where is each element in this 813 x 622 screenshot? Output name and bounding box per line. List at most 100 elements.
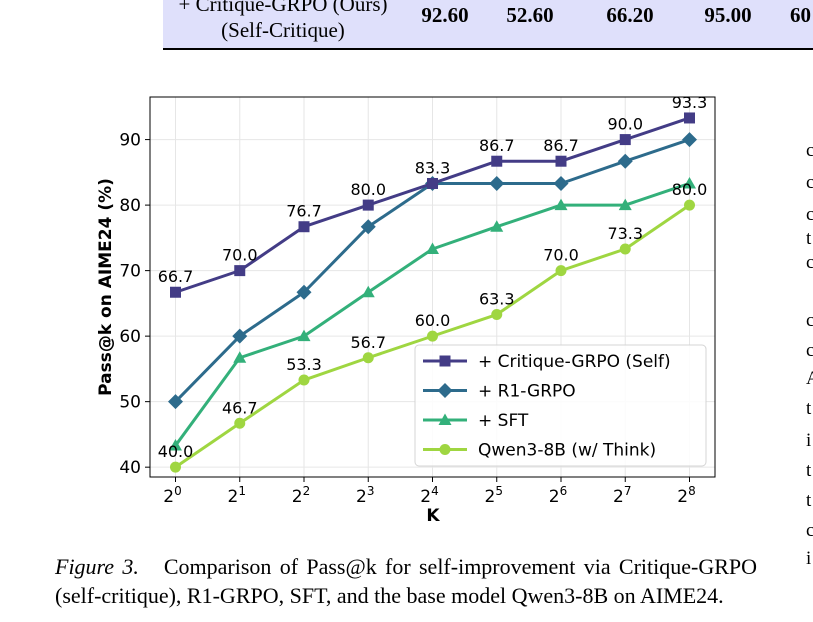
data-point	[362, 199, 374, 211]
x-tick-label: 24	[420, 484, 438, 507]
data-label: 66.7	[158, 267, 194, 286]
side-fragment-char: c	[806, 204, 813, 225]
table-cell: 60	[790, 3, 811, 27]
table-cell: 95.00	[704, 3, 752, 27]
data-point	[684, 199, 695, 211]
legend-box	[414, 344, 707, 467]
data-label: 70.0	[543, 246, 579, 265]
side-fragment-char: c	[806, 140, 813, 161]
series-square	[170, 112, 695, 298]
y-tick-label: 40	[119, 458, 141, 478]
data-label: 80.0	[672, 180, 708, 199]
data-point	[297, 329, 311, 342]
data-point	[296, 284, 312, 300]
data-point	[619, 243, 631, 255]
x-tick-label: 27	[613, 484, 631, 507]
caption-label: Figure 3.	[55, 554, 139, 579]
data-label: 76.7	[286, 202, 322, 221]
data-point	[554, 198, 568, 211]
data-point	[427, 177, 438, 189]
side-fragment-char: c	[806, 340, 813, 361]
data-label: 93.3	[672, 93, 708, 112]
x-tick-label: 20	[163, 484, 181, 507]
data-point	[684, 112, 695, 124]
data-point	[360, 219, 376, 235]
side-fragment-char: c	[806, 520, 813, 541]
data-label: 83.3	[415, 158, 451, 177]
data-label: 70.0	[222, 246, 258, 265]
side-fragment-char: c	[806, 252, 813, 273]
data-label: 46.7	[222, 398, 258, 417]
table-cell: 66.20	[606, 3, 654, 27]
data-point	[491, 309, 503, 321]
legend-entry: + Critique-GRPO (Self)	[423, 352, 671, 372]
legend-entry: + R1-GRPO	[423, 382, 576, 402]
x-tick-label: 26	[549, 484, 567, 507]
data-point	[617, 153, 633, 169]
side-fragment-char: c	[806, 172, 813, 193]
y-axis-title: Pass@k on AIME24 (%)	[96, 178, 116, 396]
legend-entry: Qwen3-8B (w/ Think)	[423, 441, 656, 461]
y-tick-label: 60	[119, 327, 141, 347]
data-point	[555, 265, 567, 277]
table-cell: 92.60	[421, 3, 469, 27]
data-point	[489, 175, 505, 191]
legend-label: + SFT	[478, 411, 529, 431]
series-group	[168, 112, 697, 473]
caption-text: Comparison of Pass@k for self-improvemen…	[55, 554, 758, 608]
series-circle	[170, 199, 695, 473]
data-point	[169, 439, 182, 451]
data-point	[233, 351, 247, 363]
data-point	[232, 328, 248, 344]
side-fragment-char: i	[806, 548, 812, 569]
x-axis-title: K	[426, 506, 440, 526]
data-label: 80.0	[350, 180, 386, 199]
data-point	[682, 132, 697, 148]
data-point	[618, 198, 632, 211]
x-tick-label: 21	[228, 484, 246, 507]
legend-marker	[437, 383, 453, 398]
data-label: 90.0	[607, 115, 643, 134]
data-label: 86.7	[479, 136, 515, 155]
data-label: 56.7	[350, 333, 386, 352]
data-label: 86.7	[543, 136, 579, 155]
table-cell: 52.60	[506, 3, 554, 27]
side-fragment-char: c	[806, 310, 813, 331]
data-point	[298, 221, 310, 233]
pass-at-k-chart: 20 21 22 23 24 25 26 27 28 40 50 60 70 80 90 66.7 70.0 7…	[96, 93, 716, 526]
figure-caption: Figure 3. Comparison of Pass@k for self-…	[55, 552, 757, 610]
x-tick-label: 28	[677, 484, 695, 507]
data-label: 73.3	[607, 224, 643, 243]
legend-label: Qwen3-8B (w/ Think)	[478, 441, 656, 461]
legend-marker	[438, 413, 452, 425]
data-point	[619, 134, 631, 146]
data-point	[490, 220, 504, 232]
side-fragment-char: t	[806, 398, 812, 419]
x-tick-label: 25	[485, 484, 503, 507]
legend-label: + R1-GRPO	[478, 382, 576, 402]
table-bottom-rule	[163, 48, 813, 50]
side-fragment-char: t	[806, 460, 812, 481]
axis-ticks: 20 21 22 23 24 25 26 27 28 40 50 60 70 80 90	[119, 131, 695, 507]
data-point	[234, 417, 246, 429]
side-fragment-char: i	[806, 430, 812, 451]
legend: + Critique-GRPO (Self) + R1-GRPO + SFT Qwen…	[414, 344, 707, 467]
data-point	[168, 394, 183, 410]
series-triangle	[169, 176, 696, 451]
data-point	[362, 352, 374, 364]
data-point	[234, 265, 246, 277]
data-point	[555, 155, 567, 167]
data-point	[553, 175, 569, 191]
legend-marker	[439, 355, 451, 367]
data-point	[170, 286, 181, 298]
data-label: 40.0	[158, 442, 194, 461]
data-point	[361, 285, 375, 298]
x-tick-label: 23	[356, 484, 374, 507]
data-point	[170, 461, 181, 473]
data-label: 53.3	[286, 355, 322, 374]
side-fragment-char: t	[806, 228, 812, 249]
data-point	[491, 155, 503, 167]
side-fragment-char: t	[806, 490, 812, 511]
data-point	[427, 330, 438, 342]
x-tick-label: 22	[292, 484, 310, 507]
